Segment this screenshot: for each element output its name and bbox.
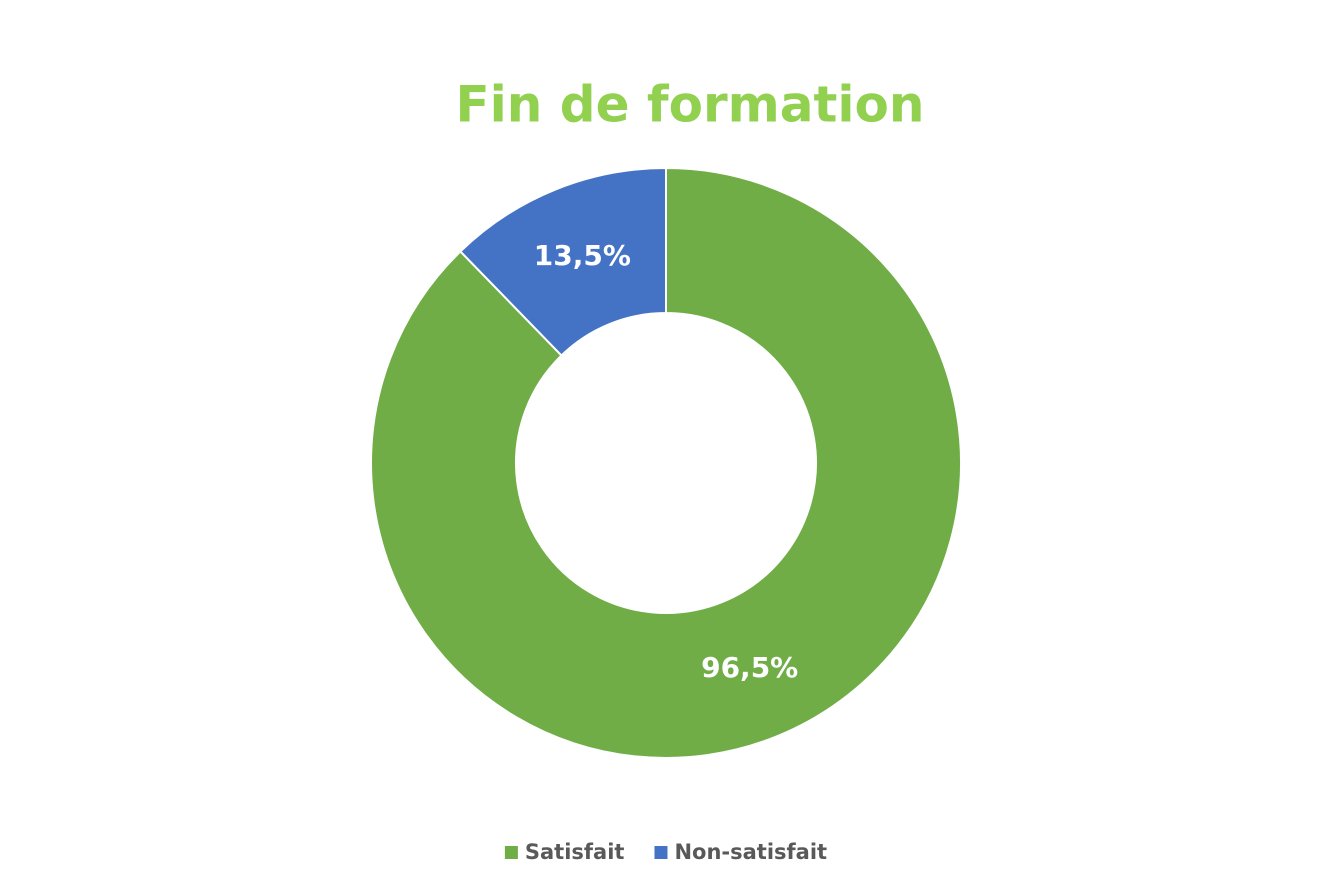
donut-slice [458, 166, 667, 357]
donut-slice [370, 166, 962, 759]
legend-swatch [504, 846, 518, 859]
legend-label: Satisfait [525, 840, 625, 864]
data-label: 13,5% [534, 239, 631, 272]
legend-label: Non-satisfait [674, 840, 827, 864]
legend-swatch [654, 846, 668, 859]
chart-title: Fin de formation [456, 76, 925, 134]
data-label: 96,5% [701, 651, 798, 684]
